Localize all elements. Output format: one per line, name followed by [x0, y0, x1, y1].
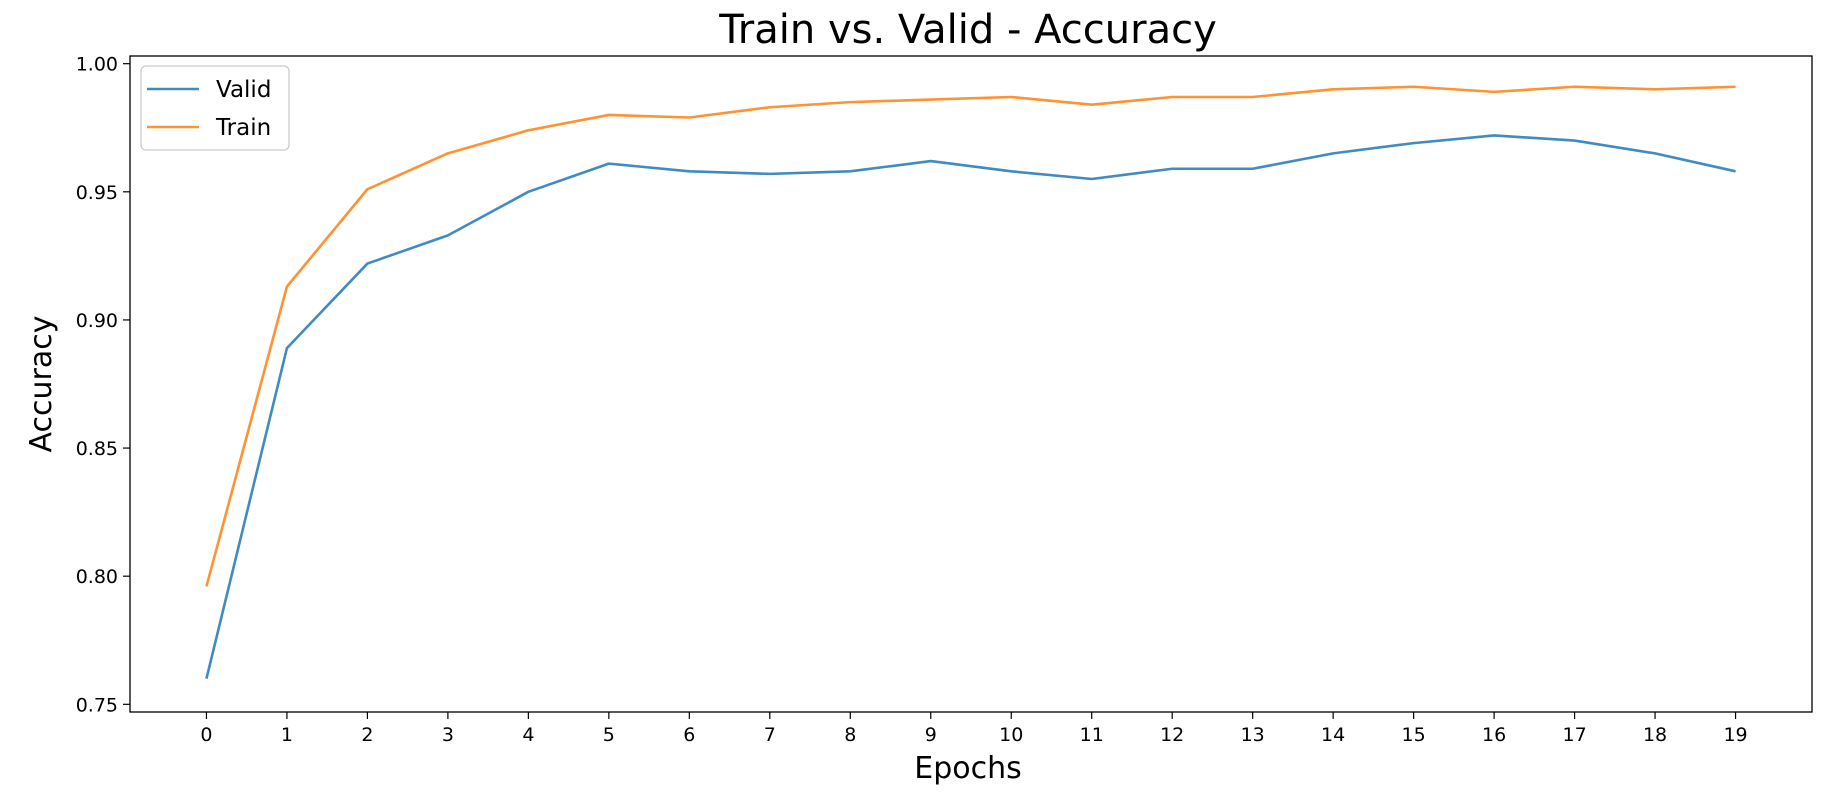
y-tick-label: 0.75: [76, 694, 118, 716]
x-tick-label: 8: [844, 724, 856, 746]
x-tick-label: 9: [925, 724, 937, 746]
x-tick-label: 4: [522, 724, 534, 746]
plot-lines: [205, 85, 1736, 679]
y-tick-label: 0.95: [76, 182, 118, 204]
legend-label-valid: Valid: [216, 77, 271, 103]
legend-label-train: Train: [215, 115, 271, 141]
y-tick-label: 0.80: [76, 566, 118, 588]
x-tick-label: 15: [1402, 724, 1426, 746]
y-axis-ticks: 0.75 0.80 0.85 0.90 0.95 1.00: [76, 54, 130, 716]
x-axis-title: Epochs: [914, 751, 1022, 786]
y-tick-label: 1.00: [76, 54, 118, 76]
x-tick-label: 17: [1562, 724, 1586, 746]
legend-box: [140, 65, 290, 151]
y-tick-label: 0.90: [76, 310, 118, 332]
legend: Valid Train: [140, 65, 290, 151]
x-tick-label: 7: [764, 724, 776, 746]
plot-frame: [129, 55, 1813, 713]
x-tick-label: 5: [603, 724, 615, 746]
x-tick-label: 10: [999, 724, 1023, 746]
x-tick-label: 12: [1160, 724, 1184, 746]
x-tick-label: 19: [1723, 724, 1747, 746]
x-tick-label: 3: [442, 724, 454, 746]
y-axis-title: Accuracy: [24, 316, 59, 453]
x-tick-label: 2: [361, 724, 373, 746]
x-tick-label: 0: [200, 724, 212, 746]
chart-title: Train vs. Valid - Accuracy: [718, 7, 1217, 53]
x-tick-label: 11: [1080, 724, 1104, 746]
series-line-valid: [205, 134, 1736, 679]
x-tick-label: 18: [1643, 724, 1667, 746]
x-tick-label: 1: [281, 724, 293, 746]
x-tick-label: 14: [1321, 724, 1345, 746]
x-tick-label: 16: [1482, 724, 1506, 746]
y-tick-label: 0.85: [76, 438, 118, 460]
x-tick-label: 13: [1241, 724, 1265, 746]
x-axis-ticks: 0 1 2 3 4 5 6 7 8 9 10 11 12 13 14 15 16 17 18 19: [200, 712, 1748, 746]
series-line-train: [205, 85, 1736, 587]
x-tick-label: 6: [683, 724, 695, 746]
